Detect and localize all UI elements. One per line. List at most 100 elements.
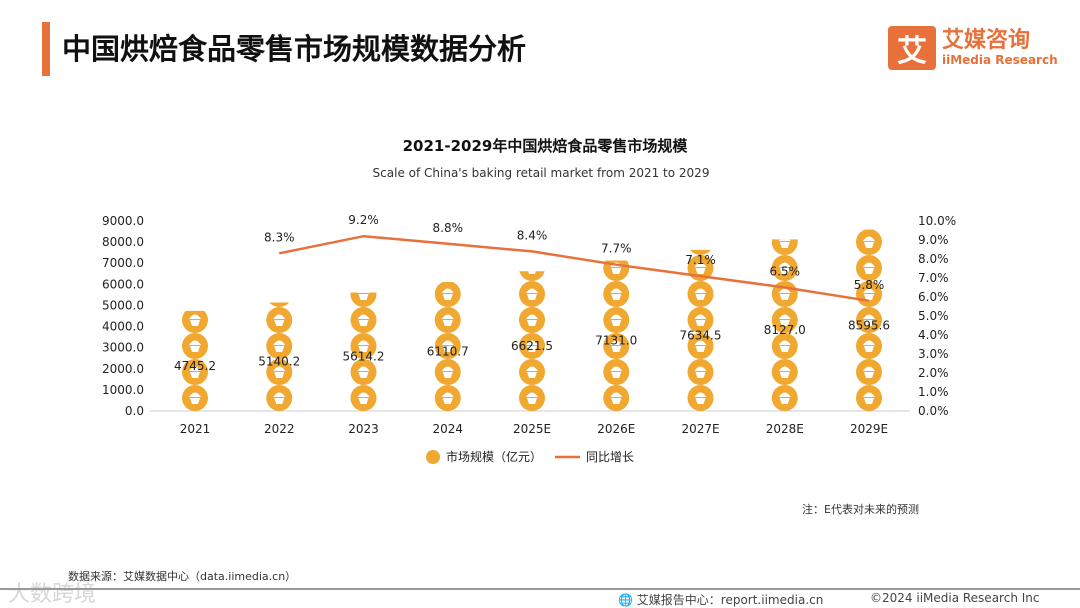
cupcake-glyph xyxy=(273,392,286,404)
cupcake-glyph xyxy=(694,392,707,404)
y-right-tick: 3.0% xyxy=(918,347,949,361)
pictograph-bar xyxy=(350,292,377,411)
logo-en: iiMedia Research xyxy=(942,53,1058,67)
bar-value-label: 7131.0 xyxy=(595,334,637,348)
cupcake-glyph xyxy=(694,366,707,378)
line-value-label: 7.7% xyxy=(601,242,632,256)
bar-value-label: 5614.2 xyxy=(343,350,385,364)
cupcake-glyph xyxy=(778,392,791,404)
cupcake-glyph xyxy=(526,392,538,404)
cupcake-glyph xyxy=(610,392,623,404)
cupcake-glyph xyxy=(778,340,791,352)
cupcake-glyph xyxy=(273,340,286,352)
data-source: 数据来源：艾媒数据中心（data.iimedia.cn） xyxy=(68,570,297,583)
cupcake-glyph xyxy=(526,340,538,352)
cupcake-glyph xyxy=(189,392,201,404)
cupcake-glyph xyxy=(441,392,454,404)
logo-icon: 艾 xyxy=(888,26,936,70)
cupcake-glyph xyxy=(441,314,454,326)
y-left-tick: 1000.0 xyxy=(102,383,144,397)
y-right-tick: 7.0% xyxy=(918,271,949,285)
cupcake-glyph xyxy=(189,340,201,352)
bar-value-label: 6621.5 xyxy=(511,339,553,353)
cupcake-glyph xyxy=(526,288,538,300)
bar-value-label: 6110.7 xyxy=(427,344,469,358)
y-right-tick: 8.0% xyxy=(918,252,949,266)
y-left-tick: 4000.0 xyxy=(102,320,144,334)
y-right-tick: 10.0% xyxy=(918,214,956,228)
y-right-tick: 4.0% xyxy=(918,328,949,342)
line-value-label: 5.8% xyxy=(854,278,885,292)
footer-divider xyxy=(0,588,1080,590)
globe-icon: 🌐 xyxy=(618,593,633,607)
cupcake-icon xyxy=(690,249,711,255)
cupcake-glyph xyxy=(694,262,707,274)
cupcake-glyph xyxy=(441,288,454,300)
pictograph-bar xyxy=(266,289,293,411)
footer-report-text: 艾媒报告中心：report.iimedia.cn xyxy=(636,593,824,607)
cupcake-glyph xyxy=(357,292,370,300)
x-tick: 2029E xyxy=(850,422,888,436)
bar-value-label: 8595.6 xyxy=(848,318,890,332)
x-tick: 2023 xyxy=(348,422,379,436)
cupcake-glyph xyxy=(610,340,623,352)
cupcake-glyph xyxy=(778,314,791,326)
footer-report-link[interactable]: 🌐 艾媒报告中心：report.iimedia.cn xyxy=(618,591,823,608)
cupcake-glyph xyxy=(526,314,538,326)
growth-line xyxy=(279,234,870,303)
cupcake-glyph xyxy=(695,237,707,249)
y-left-tick: 7000.0 xyxy=(102,256,144,270)
cupcake-glyph xyxy=(528,271,536,274)
cupcake-glyph xyxy=(863,392,875,404)
line-value-label: 6.5% xyxy=(770,265,801,279)
cupcake-glyph xyxy=(863,366,875,378)
cupcake-glyph xyxy=(778,262,791,274)
cupcake-glyph xyxy=(778,239,791,248)
page-title: 中国烘焙食品零售市场规模数据分析 xyxy=(62,32,527,66)
y-left-tick: 6000.0 xyxy=(102,277,144,291)
y-right-tick: 2.0% xyxy=(918,366,949,380)
cupcake-glyph xyxy=(357,314,370,326)
cupcake-glyph xyxy=(863,314,875,326)
watermark: 大数跨境 xyxy=(8,582,97,607)
cupcake-glyph xyxy=(778,366,791,378)
y-right-tick: 6.0% xyxy=(918,290,949,304)
bar-value-label: 4745.2 xyxy=(174,359,216,373)
bar-value-label: 7634.5 xyxy=(680,328,722,342)
cupcake-glyph xyxy=(441,366,454,378)
logo: 艾 艾媒咨询 iiMedia Research xyxy=(888,26,1058,70)
cupcake-glyph xyxy=(863,262,875,274)
pictograph-bar xyxy=(687,237,714,411)
chart-subtitle: Scale of China's baking retail market fr… xyxy=(373,166,710,180)
cupcake-glyph xyxy=(273,289,285,301)
bar-value-label: 5140.2 xyxy=(258,355,300,369)
legend-line-label: 同比增长 xyxy=(586,450,634,464)
y-left-tick: 3000.0 xyxy=(102,341,144,355)
x-tick: 2027E xyxy=(681,422,719,436)
y-right-tick: 9.0% xyxy=(918,233,949,247)
cupcake-glyph xyxy=(189,314,201,326)
x-tick: 2024 xyxy=(432,422,463,436)
cupcake-glyph xyxy=(273,314,286,326)
y-left-tick: 0.0 xyxy=(125,404,144,418)
y-right-tick: 0.0% xyxy=(918,404,949,418)
title-accent xyxy=(42,22,50,76)
cupcake-glyph xyxy=(189,366,201,378)
cupcake-glyph xyxy=(694,288,707,300)
x-tick: 2025E xyxy=(513,422,551,436)
x-tick: 2028E xyxy=(766,422,804,436)
bar-value-label: 8127.0 xyxy=(764,323,806,337)
x-tick: 2022 xyxy=(264,422,295,436)
line-value-label: 8.4% xyxy=(517,228,548,242)
logo-cn: 艾媒咨询 xyxy=(942,28,1031,53)
cupcake-glyph xyxy=(694,314,707,326)
cupcake-glyph xyxy=(863,288,875,300)
cupcake-glyph xyxy=(863,236,875,248)
line-value-label: 8.8% xyxy=(433,221,464,235)
footnote: 注：E代表对未来的预测 xyxy=(802,503,919,516)
cupcake-glyph xyxy=(441,340,454,352)
cupcake-glyph xyxy=(778,288,791,300)
cupcake-glyph xyxy=(357,392,370,404)
cupcake-glyph xyxy=(357,340,370,352)
x-tick: 2026E xyxy=(597,422,635,436)
